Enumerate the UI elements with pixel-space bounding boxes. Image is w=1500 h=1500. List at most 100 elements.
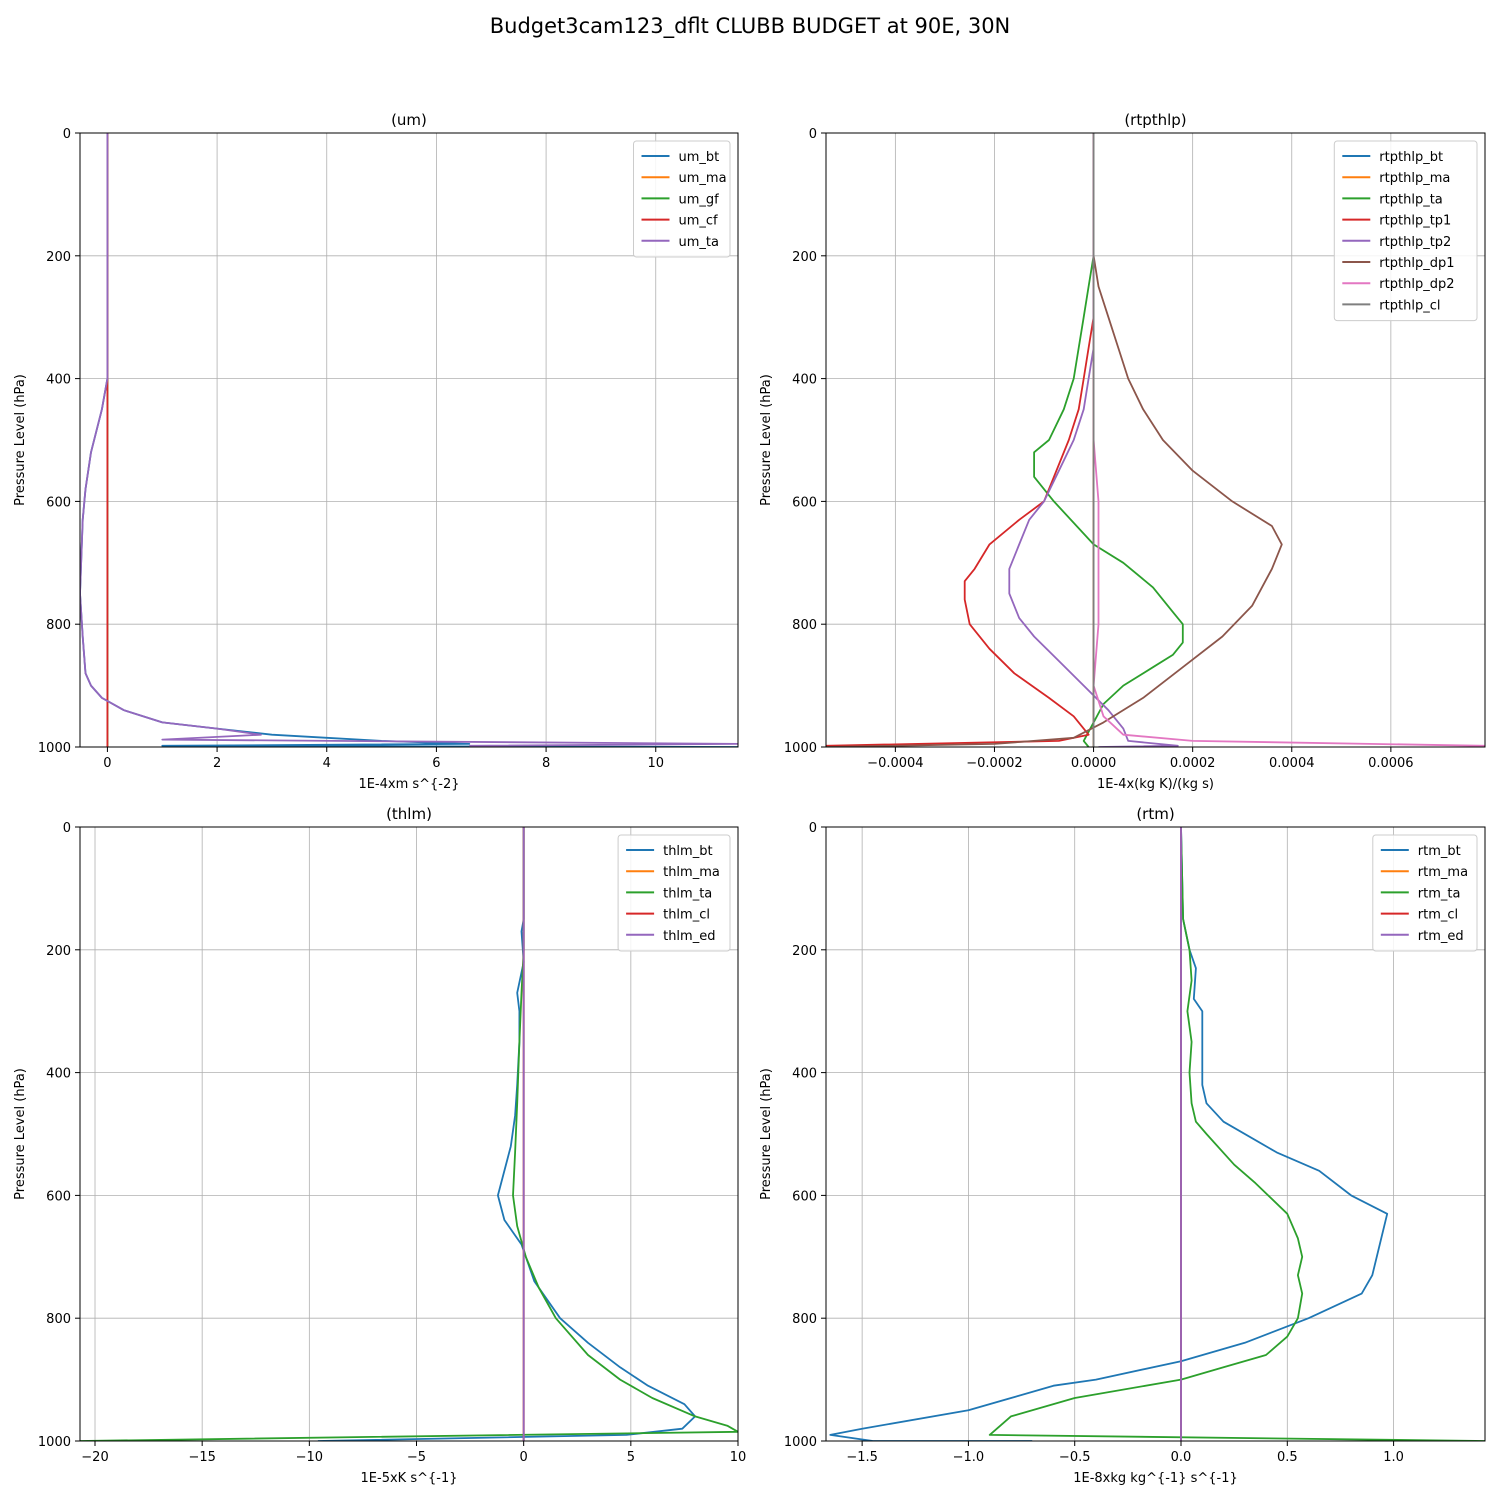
x-tick-label: 10 <box>730 1450 747 1465</box>
legend-label-rtpthlp_dp2: rtpthlp_dp2 <box>1379 277 1454 292</box>
series-line-rtm_bt <box>829 827 1389 1441</box>
series-line-thlm_bt <box>317 827 696 1441</box>
y-tick-label: 200 <box>46 944 71 959</box>
x-tick-label: −0.5 <box>1059 1450 1091 1465</box>
subplot-title: (rtm) <box>1136 805 1174 823</box>
legend-label-rtpthlp_tp1: rtpthlp_tp1 <box>1379 214 1451 229</box>
subplot-title: (thlm) <box>386 805 432 823</box>
legend-label-thlm_ta: thlm_ta <box>663 886 712 901</box>
y-tick-label: 600 <box>792 1189 817 1204</box>
legend-box <box>617 834 731 952</box>
x-tick-label: 2 <box>213 756 221 771</box>
plot-frame <box>79 132 739 748</box>
y-tick-label: 800 <box>792 1312 817 1327</box>
legend-label-thlm_bt: thlm_bt <box>663 844 712 859</box>
y-tick-label: 1000 <box>38 1435 71 1450</box>
x-tick-label: 4 <box>323 756 331 771</box>
legend-label-rtm_bt: rtm_bt <box>1418 844 1461 859</box>
x-tick-label: −0.0002 <box>966 756 1022 771</box>
y-tick-label: 200 <box>46 250 71 265</box>
legend-label-thlm_ma: thlm_ma <box>663 865 720 880</box>
legend-box <box>633 140 731 258</box>
x-tick-label: 0.0004 <box>1269 756 1315 771</box>
legend-label-rtpthlp_tp2: rtpthlp_tp2 <box>1379 235 1451 250</box>
series-line-rtm_ta <box>988 827 1485 1441</box>
legend-label-um_cf: um_cf <box>679 214 719 229</box>
y-tick-label: 800 <box>46 1312 71 1327</box>
x-tick-label: −1.0 <box>953 1450 985 1465</box>
y-tick-label: 800 <box>46 618 71 633</box>
x-tick-label: 1.0 <box>1383 1450 1404 1465</box>
y-tick-label: 200 <box>792 944 817 959</box>
x-tick-label: −10 <box>296 1450 323 1465</box>
legend: rtpthlp_bt rtpthlp_ma rtpthlp_ta rtpthlp_tp… <box>1333 140 1478 322</box>
subplot-0: 0 2 4 6 8 10 0 200 400 600 800 1000 (um) 1E-4xm s^{-2… <box>13 111 739 792</box>
x-tick-label: −20 <box>81 1450 108 1465</box>
legend: rtm_bt rtm_ma rtm_ta rtm_cl rtm_ed <box>1372 834 1478 952</box>
y-tick-label: 400 <box>46 373 71 388</box>
legend-label-rtpthlp_dp1: rtpthlp_dp1 <box>1379 256 1454 271</box>
y-tick-label: 1000 <box>784 741 817 756</box>
plot-frame <box>79 826 739 1442</box>
series-line-rtpthlp_dp2 <box>1092 133 1485 747</box>
legend: thlm_bt thlm_ma thlm_ta thlm_cl thlm_ed <box>617 834 731 952</box>
y-tick-label: 600 <box>792 495 817 510</box>
series-line-rtpthlp_tp2 <box>1008 133 1179 747</box>
legend-label-um_bt: um_bt <box>679 150 720 165</box>
legend-box <box>1372 834 1478 952</box>
legend-label-rtm_ta: rtm_ta <box>1418 886 1461 901</box>
legend-label-um_ma: um_ma <box>679 171 727 186</box>
series-line-rtpthlp_ta <box>1033 133 1184 747</box>
series-line-rtpthlp_tp1 <box>826 133 1095 747</box>
subplot-title: (um) <box>391 111 427 129</box>
legend-label-um_gf: um_gf <box>679 192 720 207</box>
legend-label-rtm_ma: rtm_ma <box>1418 865 1468 880</box>
x-tick-label: 5 <box>627 1450 635 1465</box>
series-line-rtpthlp_dp1 <box>826 133 1283 747</box>
x-tick-label: 0 <box>103 756 111 771</box>
y-axis-label: Pressure Level (hPa) <box>13 1068 28 1200</box>
y-tick-label: 1000 <box>38 741 71 756</box>
legend-label-um_ta: um_ta <box>679 235 719 250</box>
series-line-um_ta <box>80 133 738 747</box>
x-axis-label: 1E-4xm s^{-2} <box>358 777 459 792</box>
y-axis-label: Pressure Level (hPa) <box>13 374 28 506</box>
x-axis-label: 1E-4x(kg K)/(kg s) <box>1097 777 1214 792</box>
legend-label-thlm_ed: thlm_ed <box>663 929 715 944</box>
x-tick-label: 0.0006 <box>1368 756 1414 771</box>
x-tick-label: −0.0004 <box>867 756 923 771</box>
subplot-3: −1.5 −1.0 −0.5 0.0 0.5 1.0 0 200 400 600 800 1000 (r… <box>759 805 1486 1486</box>
x-tick-label: 8 <box>542 756 550 771</box>
x-axis-label: 1E-5xK s^{-1} <box>361 1471 458 1486</box>
series-group <box>829 827 1485 1441</box>
legend-label-rtm_cl: rtm_cl <box>1418 908 1458 923</box>
subplot-1: −0.0004 −0.0002 0.0000 0.0002 0.0004 0.0006 0 2… <box>759 111 1486 792</box>
x-tick-label: −1.5 <box>846 1450 878 1465</box>
legend-label-rtpthlp_ta: rtpthlp_ta <box>1379 192 1442 207</box>
x-tick-label: 0.5 <box>1277 1450 1298 1465</box>
x-tick-label: −5 <box>407 1450 426 1465</box>
legend-label-rtpthlp_cl: rtpthlp_cl <box>1379 298 1440 313</box>
y-tick-label: 0 <box>63 821 71 836</box>
x-tick-label: 0.0 <box>1171 1450 1192 1465</box>
series-group <box>80 827 738 1441</box>
y-tick-label: 400 <box>46 1067 71 1082</box>
x-tick-label: 0 <box>520 1450 528 1465</box>
legend-box <box>1333 140 1478 322</box>
y-axis-label: Pressure Level (hPa) <box>759 374 774 506</box>
subplot-2: −20 −15 −10 −5 0 5 10 0 200 400 600 800 1000 (thlm) 1E… <box>13 805 746 1486</box>
plot-frame <box>825 826 1486 1442</box>
figure-title: Budget3cam123_dflt CLUBB BUDGET at 90E, … <box>489 14 1011 38</box>
y-tick-label: 0 <box>809 821 817 836</box>
y-tick-label: 400 <box>792 1067 817 1082</box>
y-tick-label: 200 <box>792 250 817 265</box>
legend-label-rtpthlp_ma: rtpthlp_ma <box>1379 171 1450 186</box>
x-tick-label: 0.0000 <box>1071 756 1117 771</box>
y-axis-label: Pressure Level (hPa) <box>759 1068 774 1200</box>
x-tick-label: −15 <box>188 1450 215 1465</box>
legend-label-rtpthlp_bt: rtpthlp_bt <box>1379 150 1443 165</box>
series-group <box>826 133 1485 747</box>
x-tick-label: 0.0002 <box>1170 756 1216 771</box>
y-tick-label: 600 <box>46 495 71 510</box>
x-tick-label: 6 <box>432 756 440 771</box>
